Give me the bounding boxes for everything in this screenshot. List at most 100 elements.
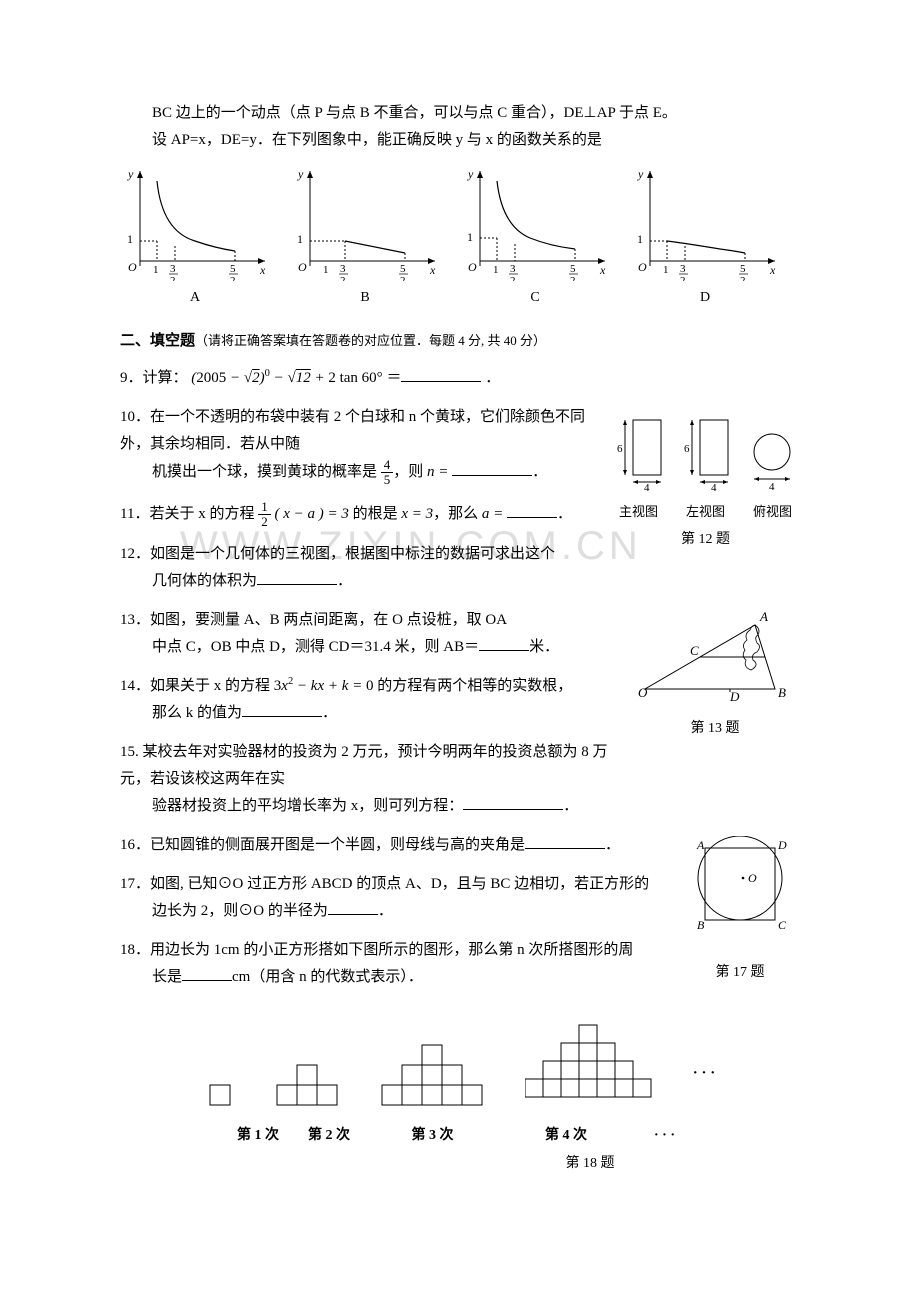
q14-blank xyxy=(242,701,322,718)
figure-18-caption: 第 18 题 xyxy=(120,1151,800,1176)
svg-text:5: 5 xyxy=(400,263,406,275)
graph-b: 1 y x O 1 3 2 5 2 B xyxy=(290,166,440,310)
q11-period: ． xyxy=(557,506,572,522)
pattern-3 xyxy=(380,1037,485,1117)
graph-d: 1 y x O 1 3 2 5 2 D xyxy=(630,166,780,310)
q17-blank xyxy=(328,899,378,916)
q16-blank xyxy=(525,833,605,850)
q14-expr: 3x2 − kx + k = 0 xyxy=(274,678,374,694)
svg-text:1: 1 xyxy=(467,230,473,244)
pattern-label-ellipsis: · · · xyxy=(640,1123,690,1148)
svg-text:2: 2 xyxy=(340,275,346,281)
svg-text:3: 3 xyxy=(170,263,176,275)
graph-d-label: D xyxy=(630,285,780,310)
q13-line2-wrapper: 中点 C，OB 中点 D，测得 CD＝31.4 米，则 AB＝米． xyxy=(120,634,800,661)
section2-subtitle: （请将正确答案填在答题卷的对应位置．每题 4 分, 共 40 分） xyxy=(195,333,546,348)
q10-line1: 10．在一个不透明的布袋中装有 2 个白球和 n 个黄球，它们除颜色不同外，其余… xyxy=(120,404,800,458)
svg-text:2: 2 xyxy=(170,275,176,281)
q15-line2-pre: 验器材投资上的平均增长率为 x，则可列方程： xyxy=(152,798,463,814)
q15-line2-wrapper: 验器材投资上的平均增长率为 x，则可列方程： ． xyxy=(120,793,800,820)
svg-text:3: 3 xyxy=(340,263,346,275)
q11-expr1: ( x − a ) = 3 xyxy=(274,506,348,522)
svg-text:1: 1 xyxy=(663,264,669,276)
question-15: 15. 某校去年对实验器材的投资为 2 万元，预计今明两年的投资总额为 8 万元… xyxy=(120,739,800,820)
svg-text:O: O xyxy=(128,260,137,274)
q10-line2: 机摸出一个球，摸到黄球的概率是 45，则 n = ． xyxy=(120,458,800,488)
pattern-row: · · · xyxy=(120,1023,800,1117)
q9-blank xyxy=(401,366,481,383)
pattern-1 xyxy=(205,1037,235,1117)
svg-text:1: 1 xyxy=(493,264,499,276)
q12-blank xyxy=(257,569,337,586)
svg-text:x: x xyxy=(769,263,776,277)
q14-line1-pre: 14．如果关于 x 的方程 xyxy=(120,678,274,694)
q14-line1-post: 的方程有两个相等的实数根， xyxy=(374,678,573,694)
graph-b-label: B xyxy=(290,285,440,310)
page-content: BC 边上的一个动点（点 P 与点 B 不重合，可以与点 C 重合），DE⊥AP… xyxy=(120,100,800,1176)
question-16: 16．已知圆锥的侧面展开图是一个半圆，则母线与高的夹角是． xyxy=(120,832,800,859)
question-11: 11．若关于 x 的方程 12 ( x − a ) = 3 的根是 x = 3，… xyxy=(120,500,800,530)
graph-c-label: C xyxy=(460,285,610,310)
svg-text:2: 2 xyxy=(740,275,746,281)
svg-text:O: O xyxy=(638,260,647,274)
graph-a-label: A xyxy=(120,285,270,310)
section2-title: 二、填空题 xyxy=(120,333,195,349)
stem-line1: BC 边上的一个动点（点 P 与点 B 不重合，可以与点 C 重合），DE⊥AP… xyxy=(120,100,800,127)
svg-text:5: 5 xyxy=(570,263,576,275)
q18-blank xyxy=(182,965,232,982)
q11-pre: 11．若关于 x 的方程 xyxy=(120,506,258,522)
q13-line2-pre: 中点 C，OB 中点 D，测得 CD＝31.4 米，则 AB＝ xyxy=(152,639,479,655)
svg-text:O: O xyxy=(468,260,477,274)
q17-line1: 17．如图, 已知⊙O 过正方形 ABCD 的顶点 A、D，且与 BC 边相切，… xyxy=(120,871,800,898)
q13-line1: 13．如图，要测量 A、B 两点间距离，在 O 点设桩，取 OA xyxy=(120,607,800,634)
svg-text:y: y xyxy=(467,167,474,181)
q9-equals: ＝ xyxy=(386,370,401,386)
q15-line1: 15. 某校去年对实验器材的投资为 2 万元，预计今明两年的投资总额为 8 万元… xyxy=(120,739,800,793)
q18-line1: 18．用边长为 1cm 的小正方形搭如下图所示的图形，那么第 n 次所搭图形的周 xyxy=(120,937,800,964)
svg-text:1: 1 xyxy=(297,232,303,246)
question-12: 12．如图是一个几何体的三视图，根据图中标注的数据可求出这个 几何体的体积为． xyxy=(120,541,800,595)
q16-period: ． xyxy=(605,837,620,853)
svg-text:2: 2 xyxy=(230,275,236,281)
q11-blank xyxy=(507,502,557,519)
q15-period: ． xyxy=(563,798,578,814)
svg-text:2: 2 xyxy=(510,275,516,281)
graph-c: 1 y x O 1 3 2 5 2 C xyxy=(460,166,610,310)
graph-b-svg: 1 y x O 1 3 2 5 2 xyxy=(290,166,440,281)
pattern-2 xyxy=(275,1037,340,1117)
svg-text:2: 2 xyxy=(680,275,686,281)
graph-a: 1 y x O 1 3 2 5 2 A xyxy=(120,166,270,310)
q14-line1: 14．如果关于 x 的方程 3x2 − kx + k = 0 的方程有两个相等的… xyxy=(120,673,800,700)
pattern-label-2: 第 2 次 xyxy=(289,1123,369,1148)
q13-blank xyxy=(479,635,529,652)
question-17: 17．如图, 已知⊙O 过正方形 ABCD 的顶点 A、D，且与 BC 边相切，… xyxy=(120,871,800,925)
q10-fraction: 45 xyxy=(381,458,394,488)
svg-text:y: y xyxy=(127,167,134,181)
svg-text:2: 2 xyxy=(400,275,406,281)
q10-blank xyxy=(452,460,532,477)
svg-text:y: y xyxy=(297,167,304,181)
q18-line2-wrapper: 长是cm（用含 n 的代数式表示）． xyxy=(120,964,800,991)
svg-text:5: 5 xyxy=(230,263,236,275)
question-13: 13．如图，要测量 A、B 两点间距离，在 O 点设桩，取 OA 中点 C，OB… xyxy=(120,607,800,661)
question-10: 10．在一个不透明的布袋中装有 2 个白球和 n 个黄球，它们除颜色不同外，其余… xyxy=(120,404,800,488)
q17-line2-pre: 边长为 2，则⊙O 的半径为 xyxy=(152,903,328,919)
q11-fraction: 12 xyxy=(258,500,271,530)
graph-c-svg: 1 y x O 1 3 2 5 2 xyxy=(460,166,610,281)
svg-text:x: x xyxy=(599,263,606,277)
q15-blank xyxy=(463,794,563,811)
svg-text:5: 5 xyxy=(740,263,746,275)
q11-mid4: ，那么 xyxy=(433,506,482,522)
svg-text:1: 1 xyxy=(323,264,329,276)
question-9: 9．计算： (2005 − √2)0 − √12 + 2 tan 60° ＝ ． xyxy=(120,365,800,392)
pattern-label-1: 第 1 次 xyxy=(231,1123,286,1148)
q17-line2-wrapper: 边长为 2，则⊙O 的半径为． xyxy=(120,898,800,925)
svg-text:y: y xyxy=(637,167,644,181)
svg-text:x: x xyxy=(429,263,436,277)
graphs-row: 1 y x O 1 3 2 5 2 A 1 y x O xyxy=(120,166,800,310)
pattern-label-4: 第 4 次 xyxy=(496,1123,636,1148)
svg-text:x: x xyxy=(259,263,266,277)
pattern-ellipsis: · · · xyxy=(693,1060,716,1117)
q9-period: ． xyxy=(485,370,500,386)
question-14: 14．如果关于 x 的方程 3x2 − kx + k = 0 的方程有两个相等的… xyxy=(120,673,800,727)
